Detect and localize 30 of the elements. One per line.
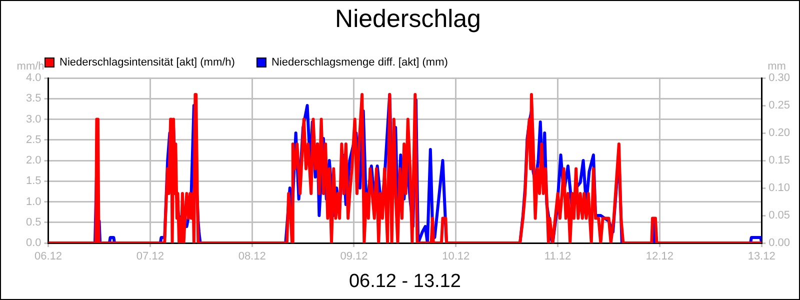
y2-axis-title: mm bbox=[768, 60, 786, 73]
y-tick-label: 1.0 bbox=[26, 196, 42, 208]
y2-tick-label: 0.25 bbox=[768, 100, 790, 112]
y2-tick-label: 0.20 bbox=[768, 127, 790, 140]
x-tick-label: 10.12 bbox=[442, 250, 470, 263]
x-tick-label: 09.12 bbox=[340, 250, 368, 263]
x-tick-label: 08.12 bbox=[238, 250, 266, 263]
y2-tick-label: 0.00 bbox=[768, 237, 790, 250]
y-tick-label: 3.5 bbox=[26, 92, 42, 105]
legend-label: Niederschlagsmenge diff. [akt] (mm) bbox=[271, 56, 448, 69]
x-tick-label: 07.12 bbox=[136, 250, 164, 263]
y-tick-label: 3.0 bbox=[26, 113, 42, 126]
x-tick-label: 13.12 bbox=[748, 250, 776, 263]
y2-tick-label: 0.05 bbox=[768, 210, 790, 222]
x-tick-label: 06.12 bbox=[34, 250, 62, 263]
y-tick-label: 2.0 bbox=[26, 154, 42, 167]
x-tick-label: 11.12 bbox=[544, 250, 572, 263]
y2-tick-label: 0.15 bbox=[768, 154, 790, 167]
chart-title: Niederschlag bbox=[335, 4, 481, 33]
legend-label: Niederschlagsintensität [akt] (mm/h) bbox=[60, 56, 235, 69]
x-tick-label: 12.12 bbox=[646, 250, 674, 263]
y2-tick-label: 0.30 bbox=[768, 72, 790, 84]
y-tick-label: 1.5 bbox=[26, 175, 42, 188]
y-axis-title: mm/h bbox=[16, 60, 44, 73]
y-tick-label: 0.0 bbox=[26, 237, 42, 250]
y2-tick-label: 0.10 bbox=[768, 182, 790, 194]
y-tick-label: 0.5 bbox=[26, 216, 42, 228]
x-axis-title: 06.12 - 13.12 bbox=[348, 270, 461, 292]
y-tick-label: 2.5 bbox=[26, 134, 42, 146]
y-tick-label: 4.0 bbox=[26, 72, 42, 84]
